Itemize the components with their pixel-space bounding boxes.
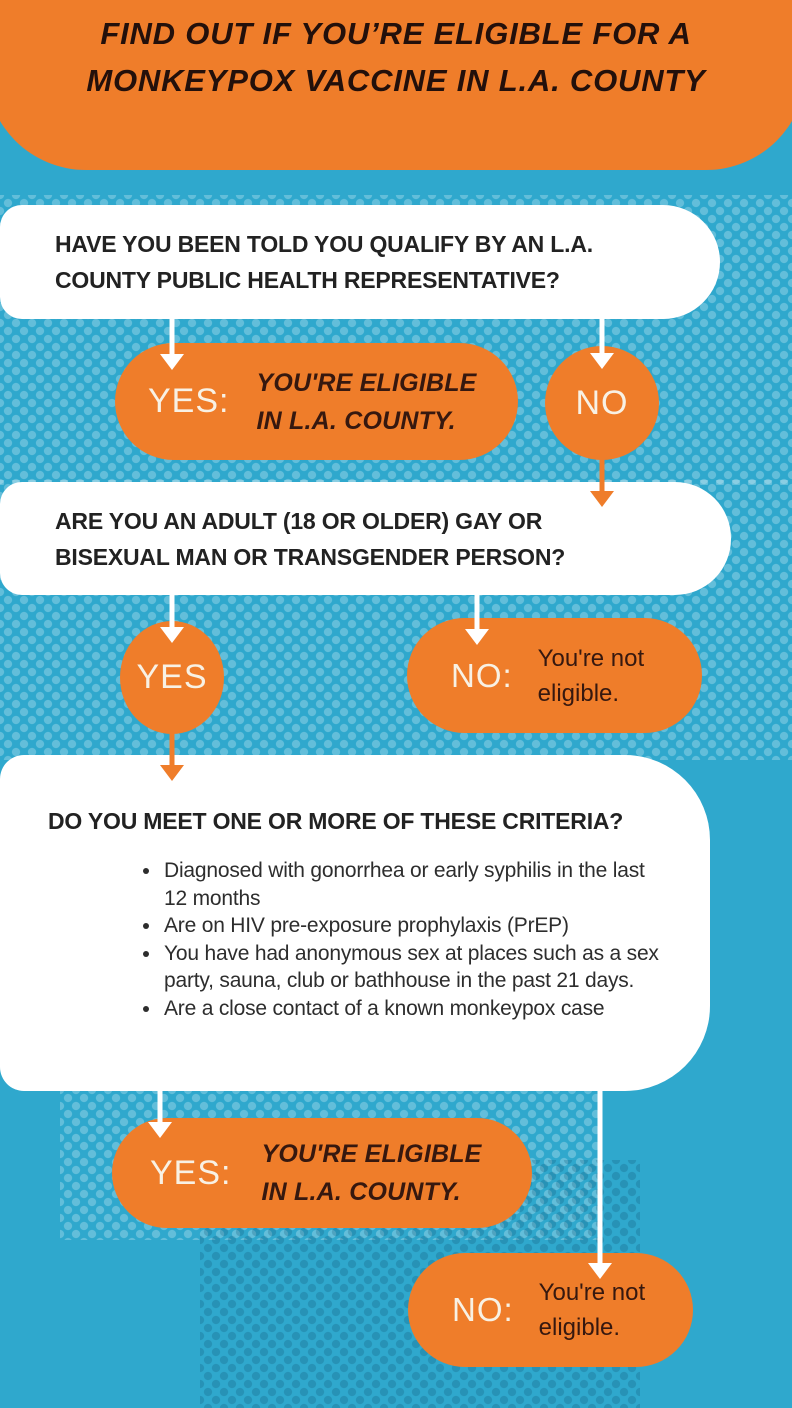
question-3-heading: DO YOU MEET ONE OR MORE OF THESE CRITERI… (48, 808, 624, 834)
criteria-item: Are on HIV pre-exposure prophylaxis (PrE… (162, 912, 662, 940)
arrow-q3-to-no (586, 1090, 614, 1279)
question-1-line1: HAVE YOU BEEN TOLD YOU QUALIFY BY AN L.A… (55, 231, 593, 257)
arrow-q1-to-yes (158, 319, 186, 370)
question-2-card: ARE YOU AN ADULT (18 OR OLDER) GAY OR BI… (0, 482, 731, 595)
arrow-head-icon (465, 629, 489, 645)
q2-yes-label: YES (136, 658, 208, 696)
criteria-item: Diagnosed with gonorrhea or early syphil… (162, 857, 662, 912)
question-1-line2: COUNTY PUBLIC HEALTH REPRESENTATIVE? (55, 267, 560, 293)
arrow-stem (169, 319, 175, 355)
arrow-head-icon (160, 627, 184, 643)
arrow-head-icon (160, 354, 184, 370)
criteria-list: Diagnosed with gonorrhea or early syphil… (142, 857, 662, 1022)
arrow-q2-to-no (463, 595, 491, 645)
arrow-no1-to-q2 (588, 455, 616, 507)
q3-no-label: NO: (452, 1291, 514, 1328)
q2-no-label: NO: (451, 656, 513, 694)
question-1-card: HAVE YOU BEEN TOLD YOU QUALIFY BY AN L.A… (0, 205, 720, 319)
q3-yes-label: YES: (150, 1153, 232, 1192)
arrow-stem (597, 1090, 603, 1264)
arrow-head-icon (590, 353, 614, 369)
arrow-q2-to-yes (158, 595, 186, 643)
arrow-head-icon (588, 1263, 612, 1279)
arrow-head-icon (148, 1122, 172, 1138)
q3-no-result: You're not eligible. (538, 1279, 646, 1341)
arrow-q3-to-yes (146, 1090, 174, 1138)
arrow-stem (169, 730, 175, 766)
page-title-line1: FIND OUT IF YOU’RE ELIGIBLE FOR A (100, 16, 692, 51)
q2-no-result: You're not eligible. (537, 644, 645, 707)
arrow-stem (157, 1090, 163, 1123)
arrow-q1-to-no (588, 319, 616, 369)
question-3-card: DO YOU MEET ONE OR MORE OF THESE CRITERI… (0, 755, 710, 1091)
arrow-yes2-to-q3 (158, 730, 186, 781)
question-1-text: HAVE YOU BEEN TOLD YOU QUALIFY BY AN L.A… (55, 226, 720, 298)
arrow-head-icon (160, 765, 184, 781)
q2-no-pill: NO: You're not eligible. (407, 618, 702, 733)
arrow-head-icon (590, 491, 614, 507)
q1-no-label: NO (575, 383, 629, 422)
question-2-text: ARE YOU AN ADULT (18 OR OLDER) GAY OR BI… (55, 503, 731, 575)
criteria-item: You have had anonymous sex at places suc… (162, 940, 662, 995)
criteria-item: Are a close contact of a known monkeypox… (162, 995, 662, 1023)
page-title-line2: MONKEYPOX VACCINE IN L.A. COUNTY (86, 63, 706, 98)
question-2-line1: ARE YOU AN ADULT (18 OR OLDER) GAY OR (55, 507, 543, 534)
arrow-stem (599, 455, 605, 492)
q3-yes-pill: YES: YOU'RE ELIGIBLE IN L.A. COUNTY. (112, 1118, 532, 1228)
arrow-stem (599, 319, 605, 354)
arrow-stem (474, 595, 480, 630)
header-banner: FIND OUT IF YOU’RE ELIGIBLE FOR A MONKEY… (0, 0, 792, 170)
q1-yes-result: YOU'RE ELIGIBLE IN L.A. COUNTY. (256, 368, 477, 435)
page-title: FIND OUT IF YOU’RE ELIGIBLE FOR A MONKEY… (0, 10, 792, 104)
q1-yes-label: YES: (148, 382, 230, 420)
q3-yes-result: YOU'RE ELIGIBLE IN L.A. COUNTY. (261, 1140, 482, 1206)
arrow-stem (169, 595, 175, 628)
q3-no-pill: NO: You're not eligible. (408, 1253, 693, 1367)
question-2-line2: BISEXUAL MAN OR TRANSGENDER PERSON? (55, 543, 566, 570)
